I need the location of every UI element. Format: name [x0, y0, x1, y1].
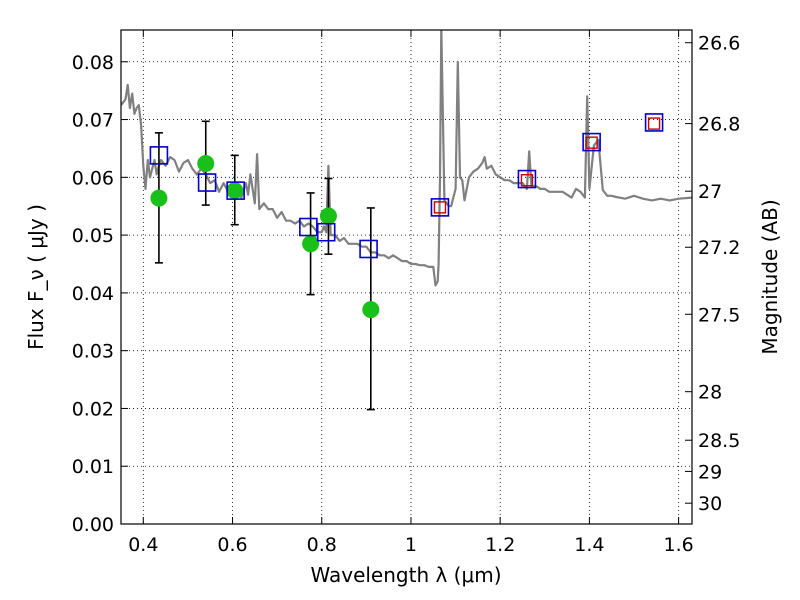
model-band-square [359, 239, 378, 259]
mag-tick-label: 26.6 [698, 33, 740, 55]
model-band-square [582, 132, 601, 152]
y-tick-label: 0.06 [72, 167, 114, 189]
model-band-square [299, 217, 318, 237]
y-tick-label: 0.04 [72, 283, 114, 305]
y-tick-label: 0.08 [72, 52, 114, 74]
x-tick-label: 1.4 [574, 534, 604, 556]
model-spectrum-line [121, 30, 692, 287]
y-tick-label: 0.07 [72, 110, 114, 132]
model-band-square [517, 169, 537, 189]
mag-tick-label: 27.2 [698, 237, 740, 259]
observed-point [362, 301, 380, 319]
mag-tick-label: 29 [698, 461, 722, 483]
mag-tick-label: 30 [698, 493, 722, 515]
right-axis-title: Magnitude (AB) [758, 199, 782, 354]
model-band-square [316, 222, 336, 242]
x-tick-label: 1 [405, 534, 417, 556]
observed-point [150, 189, 168, 207]
mag-tick-label: 27.5 [698, 304, 740, 326]
data-series [121, 30, 692, 411]
x-tick-label: 0.6 [217, 534, 247, 556]
x-tick-label: 0.8 [307, 534, 337, 556]
y-tick-label: 0.01 [72, 456, 114, 478]
y-tick-label: 0.00 [72, 514, 114, 536]
observed-point [197, 154, 215, 172]
mag-tick-label: 27 [698, 181, 722, 203]
model-band-square [430, 198, 450, 217]
predicted-red-square [585, 136, 598, 149]
model-band-square [197, 173, 217, 192]
mag-tick-label: 26.8 [698, 114, 740, 136]
x-tick-label: 1.6 [664, 534, 694, 556]
plot-frame [120, 29, 693, 525]
y-tick-label: 0.02 [72, 398, 114, 420]
mag-tick-label: 28.5 [698, 430, 740, 452]
model-band-square [149, 146, 169, 165]
observed-point [302, 235, 320, 253]
predicted-red-square [520, 174, 534, 187]
model-band-square [226, 181, 245, 200]
mag-tick-label: 28 [698, 382, 722, 404]
model-band-square [644, 113, 664, 132]
observed-point [226, 182, 244, 200]
x-tick-label: 1.2 [485, 534, 515, 556]
plot-background [121, 30, 692, 524]
y-tick-label: 0.03 [72, 341, 114, 363]
predicted-red-square [433, 201, 447, 214]
observed-point [319, 207, 337, 225]
x-axis-title: Wavelength λ (μm) [310, 563, 501, 587]
predicted-red-square [647, 117, 661, 130]
x-tick-label: 0.4 [128, 534, 158, 556]
y-tick-label: 0.05 [72, 225, 114, 247]
axis-ticks: 0.4 0.6 0.8 1 1.2 1.4 1.6 0.00 0.01 0.02 0.03 0.04 0… [72, 30, 740, 556]
y-axis-title: Flux F_ν ( μJy ) [24, 204, 48, 350]
